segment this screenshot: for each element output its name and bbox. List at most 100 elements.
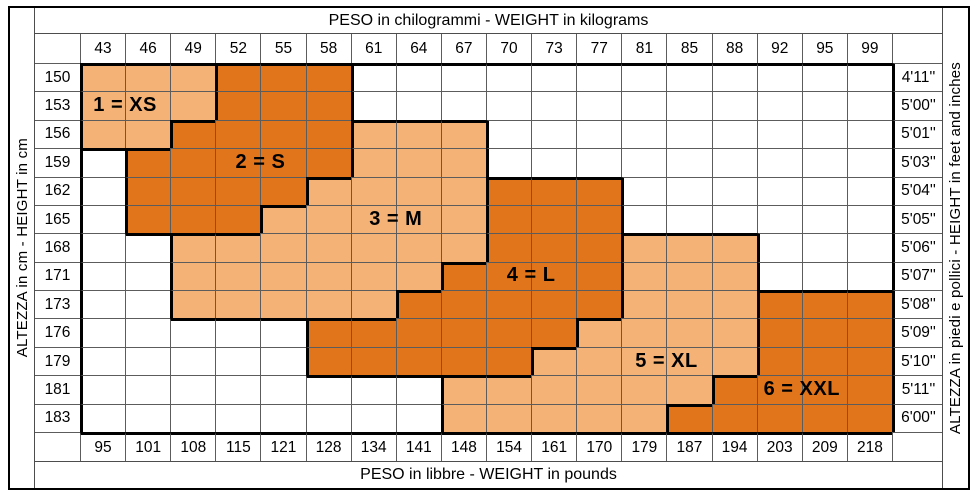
lb-label-cell: 95 — [80, 431, 126, 461]
grid-cell — [576, 261, 622, 291]
ft-label-cell: 5'00'' — [891, 91, 942, 120]
lb-label-cell: 187 — [666, 431, 712, 461]
grid-cell — [846, 204, 892, 234]
grid-cell — [756, 375, 802, 404]
grid-cell — [80, 233, 126, 262]
ft-label-cell: 5'03'' — [891, 148, 942, 177]
kg-header-cell: 43 — [80, 34, 125, 63]
grid-cell — [576, 148, 622, 177]
grid-cell — [621, 318, 667, 347]
ft-label-cell: 5'10'' — [891, 346, 942, 376]
grid-cell — [621, 204, 667, 234]
grid-cell — [666, 119, 712, 149]
grid-cell — [531, 318, 577, 347]
size-table: 43 46 49 52 55 58 61 64 67 70 73 77 81 85 88 92 95 99 150 4… — [35, 34, 942, 461]
grid-cell — [666, 318, 712, 347]
grid-cell — [801, 261, 847, 291]
grid-cell — [711, 119, 757, 149]
grid-cell — [395, 318, 441, 347]
cm-label-cell: 165 — [35, 204, 80, 233]
grid-cell — [666, 403, 712, 432]
grid-cell — [666, 148, 712, 177]
grid-cell — [260, 233, 306, 262]
grid-cell — [846, 346, 892, 376]
grid-cell — [80, 375, 126, 404]
grid-cell — [711, 204, 757, 234]
grid-cell — [350, 261, 396, 291]
grid-cell — [125, 318, 171, 347]
grid-cell — [80, 318, 126, 347]
grid-cell — [576, 204, 622, 234]
grid-cell — [170, 233, 216, 262]
corner-cell — [35, 431, 80, 461]
grid-cell — [350, 233, 396, 262]
grid-cell — [485, 63, 532, 92]
grid-cell — [621, 119, 667, 149]
grid-cell — [711, 290, 757, 319]
grid-cell — [485, 176, 532, 205]
grid-cell — [260, 403, 306, 432]
grid-cell — [260, 148, 306, 177]
grid-cell — [305, 91, 351, 120]
ft-label-cell: 5'01'' — [891, 119, 942, 149]
grid-cell — [440, 91, 486, 120]
kg-header-cell: 58 — [305, 34, 351, 63]
grid-cell — [215, 346, 261, 376]
grid-cell — [125, 119, 171, 149]
grid-cell — [215, 233, 261, 262]
grid-cell — [125, 375, 171, 404]
grid-cell — [305, 176, 351, 205]
grid-cell — [350, 119, 396, 149]
grid-cell — [350, 290, 396, 319]
kg-header-cell: 61 — [350, 34, 396, 63]
cm-label-cell: 173 — [35, 290, 80, 318]
grid-cell — [621, 91, 667, 120]
grid-cell — [756, 204, 802, 234]
grid-cell — [260, 176, 306, 205]
grid-cell — [756, 91, 802, 120]
grid-cell — [125, 261, 171, 291]
grid-cell — [215, 176, 261, 205]
grid-cell — [485, 119, 532, 149]
grid-cell — [305, 204, 351, 234]
grid-cell — [170, 375, 216, 404]
lb-label-cell: 134 — [350, 431, 396, 461]
ft-label-cell: 5'08'' — [891, 290, 942, 319]
kg-header-cell: 70 — [485, 34, 531, 63]
grid-cell — [756, 63, 802, 92]
grid-cell — [125, 204, 171, 234]
grid-cell — [711, 318, 757, 347]
grid-cell — [846, 290, 892, 319]
kg-header-cell: 49 — [170, 34, 215, 63]
lb-label-cell: 108 — [170, 431, 216, 461]
grid-cell — [711, 403, 757, 432]
kg-header-cell: 64 — [395, 34, 441, 63]
grid-cell — [260, 261, 306, 291]
grid-cell — [80, 204, 126, 234]
grid-cell — [621, 233, 667, 262]
kg-header-cell: 99 — [846, 34, 892, 63]
grid-cell — [80, 261, 126, 291]
grid-cell — [440, 233, 486, 262]
chart-center: PESO in chilogrammi - WEIGHT in kilogram… — [35, 8, 942, 488]
grid-cell — [305, 233, 351, 262]
grid-cell — [215, 403, 261, 432]
grid-cell — [170, 176, 216, 205]
grid-cell — [621, 63, 667, 92]
grid-cell — [215, 375, 261, 404]
grid-cell — [305, 63, 351, 92]
grid-cell — [395, 290, 441, 319]
grid-cell — [440, 261, 486, 291]
grid-cell — [125, 63, 171, 92]
grid-cell — [260, 204, 306, 234]
grid-cell — [170, 290, 216, 319]
lb-label-cell: 121 — [260, 431, 306, 461]
grid-cell — [576, 119, 622, 149]
kg-header-cell: 85 — [666, 34, 711, 63]
grid-cell — [531, 375, 577, 404]
grid-cell — [305, 148, 351, 177]
grid-cell — [485, 204, 532, 234]
corner-cell — [891, 34, 942, 63]
lb-label-cell: 101 — [125, 431, 171, 461]
grid-cell — [80, 346, 126, 376]
